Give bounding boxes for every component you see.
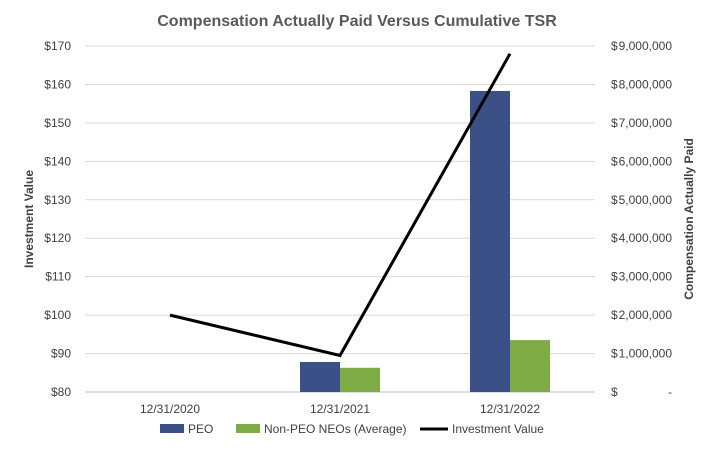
svg-text:7,000,000: 7,000,000 [619, 116, 673, 130]
svg-text:8,000,000: 8,000,000 [619, 77, 673, 91]
left-tick-label: $140 [44, 154, 71, 168]
x-tick-label: 12/31/2021 [310, 402, 370, 416]
bar-non-peo-neos-average-2 [510, 340, 550, 392]
legend-label: Non-PEO NEOs (Average) [264, 422, 407, 436]
svg-text:$: $ [611, 193, 618, 207]
x-axis-ticks: 12/31/2020 12/31/2021 12/31/2022 [140, 402, 540, 416]
right-tick-label: $6,000,000 [611, 154, 672, 168]
svg-text:$: $ [611, 347, 618, 361]
right-tick-label: $5,000,000 [611, 193, 672, 207]
right-tick-label: $7,000,000 [611, 116, 672, 130]
right-tick-label: $2,000,000 [611, 308, 672, 322]
left-tick-label: $90 [51, 347, 71, 361]
svg-text:$: $ [611, 385, 618, 399]
legend-item-investment-value: Investment Value [420, 422, 544, 436]
left-tick-label: $110 [45, 270, 71, 284]
svg-text:-: - [668, 385, 672, 399]
svg-text:4,000,000: 4,000,000 [619, 231, 673, 245]
x-tick-label: 12/31/2020 [140, 402, 200, 416]
left-axis-title: Investment Value [22, 170, 36, 268]
investment-value-line [169, 52, 512, 358]
right-tick-label: $8,000,000 [611, 77, 672, 91]
bar-non-peo-neos-average-1 [340, 367, 380, 392]
right-tick-label: $3,000,000 [611, 270, 672, 284]
right-axis-ticks: $ -$ 1,000,000$ 2,000,000$ 3,000,000$ 4,000,0… [611, 39, 672, 399]
legend: PEO Non-PEO NEOs (Average) Investment Valu… [160, 422, 544, 436]
bar-peo-1 [300, 362, 340, 392]
svg-text:1,000,000: 1,000,000 [619, 347, 673, 361]
right-tick-label: $1,000,000 [611, 347, 672, 361]
x-tick-label: 12/31/2022 [480, 402, 540, 416]
svg-text:6,000,000: 6,000,000 [619, 154, 673, 168]
legend-swatch [160, 424, 184, 433]
svg-text:$: $ [611, 308, 618, 322]
svg-text:$: $ [611, 77, 618, 91]
legend-item-non-peo-neos-average: Non-PEO NEOs (Average) [236, 422, 407, 436]
right-tick-label: $9,000,000 [611, 39, 672, 53]
right-tick-label: $ - [611, 385, 672, 399]
left-tick-label: $150 [44, 116, 71, 130]
svg-text:$: $ [611, 231, 618, 245]
bar-peo-2 [470, 90, 510, 392]
svg-text:$: $ [611, 154, 618, 168]
legend-label: PEO [188, 422, 213, 436]
left-tick-label: $120 [44, 231, 71, 245]
legend-swatch [236, 424, 260, 433]
svg-text:9,000,000: 9,000,000 [619, 39, 673, 53]
bars [300, 90, 550, 392]
chart-title: Compensation Actually Paid Versus Cumula… [157, 13, 557, 30]
svg-text:$: $ [611, 39, 618, 53]
svg-text:$: $ [611, 116, 618, 130]
left-tick-label: $160 [44, 77, 71, 91]
legend-item-peo: PEO [160, 422, 213, 436]
left-tick-label: $170 [44, 39, 71, 53]
left-tick-label: $100 [44, 308, 71, 322]
svg-text:5,000,000: 5,000,000 [619, 193, 673, 207]
right-axis-title: Compensation Actually Paid [682, 138, 696, 300]
investment-line-layer [169, 52, 512, 358]
right-tick-label: $4,000,000 [611, 231, 672, 245]
left-axis-ticks: $80 $90 $100 $110 $120 $130 $140 $150 $160 $170 [44, 39, 71, 399]
svg-text:2,000,000: 2,000,000 [619, 308, 673, 322]
left-tick-label: $80 [51, 385, 71, 399]
svg-text:3,000,000: 3,000,000 [619, 270, 673, 284]
left-tick-label: $130 [44, 193, 71, 207]
svg-text:$: $ [611, 270, 618, 284]
legend-label: Investment Value [452, 422, 544, 436]
